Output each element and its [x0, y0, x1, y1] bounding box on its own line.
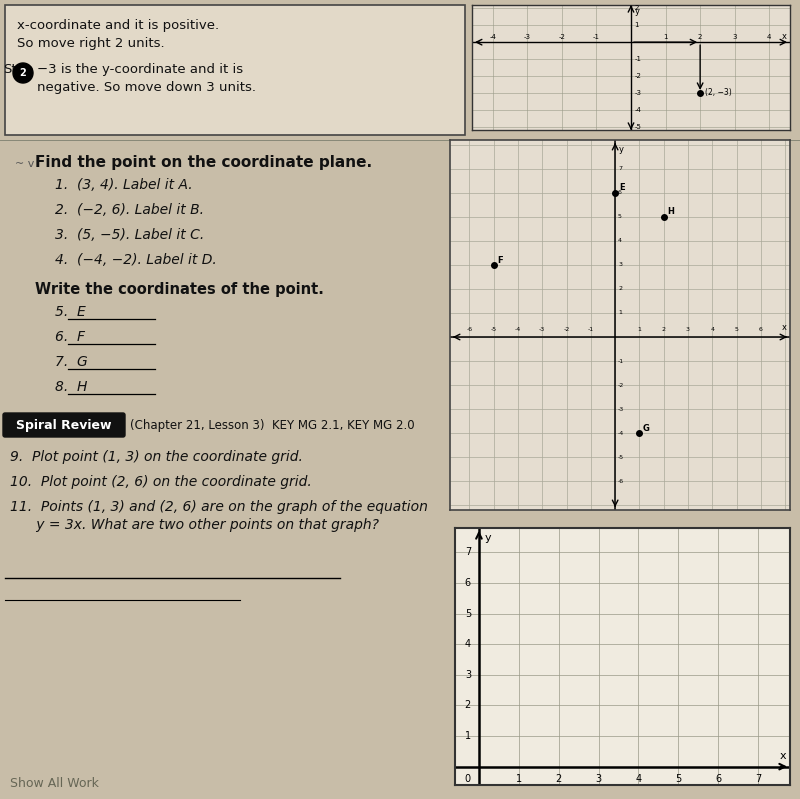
Text: 10.  Plot point (2, 6) on the coordinate grid.: 10. Plot point (2, 6) on the coordinate …: [10, 475, 312, 489]
Text: 2: 2: [465, 701, 471, 710]
Text: -4: -4: [490, 34, 496, 40]
Text: −3 is the y-coordinate and it is: −3 is the y-coordinate and it is: [37, 63, 243, 76]
Text: y: y: [485, 533, 491, 543]
Text: 3: 3: [595, 774, 602, 785]
Text: Show All Work: Show All Work: [10, 777, 99, 790]
Text: 4.  (−4, −2). Label it D.: 4. (−4, −2). Label it D.: [55, 253, 217, 267]
Circle shape: [13, 63, 33, 83]
Text: 9.  Plot point (1, 3) on the coordinate grid.: 9. Plot point (1, 3) on the coordinate g…: [10, 450, 303, 464]
Text: 3: 3: [618, 262, 622, 268]
Text: 1.  (3, 4). Label it A.: 1. (3, 4). Label it A.: [55, 178, 193, 192]
Text: negative. So move down 3 units.: negative. So move down 3 units.: [37, 81, 256, 94]
Text: x: x: [782, 32, 786, 41]
Text: 2: 2: [634, 6, 639, 11]
Text: 7: 7: [618, 166, 622, 171]
Text: ~ v: ~ v: [15, 159, 34, 169]
Text: G: G: [643, 423, 650, 433]
Text: 1: 1: [663, 34, 668, 40]
Text: 0: 0: [465, 774, 471, 785]
Text: 5.  E: 5. E: [55, 305, 86, 319]
Text: 6: 6: [618, 190, 622, 196]
Text: -1: -1: [618, 359, 624, 364]
Text: 6: 6: [715, 774, 722, 785]
Text: -2: -2: [563, 328, 570, 332]
Text: x-coordinate and it is positive.: x-coordinate and it is positive.: [17, 19, 219, 32]
Text: 5: 5: [465, 609, 471, 618]
Text: -6: -6: [466, 328, 473, 332]
Text: 2: 2: [618, 287, 622, 292]
Text: E: E: [618, 184, 625, 193]
Text: -3: -3: [618, 407, 624, 411]
Text: H: H: [667, 208, 674, 217]
Text: x: x: [779, 751, 786, 761]
Text: 7.  G: 7. G: [55, 355, 88, 369]
Text: 4: 4: [618, 238, 622, 244]
Text: -1: -1: [588, 328, 594, 332]
Text: 5: 5: [675, 774, 682, 785]
Text: 2: 2: [698, 34, 702, 40]
Text: 6.  F: 6. F: [55, 330, 85, 344]
Text: -2: -2: [618, 383, 624, 388]
Text: 4: 4: [710, 328, 714, 332]
Text: 5: 5: [734, 328, 738, 332]
Text: -3: -3: [634, 89, 642, 96]
Text: 2: 2: [555, 774, 562, 785]
Text: (2, −3): (2, −3): [706, 89, 732, 97]
Text: -1: -1: [634, 56, 642, 62]
Text: Find the point on the coordinate plane.: Find the point on the coordinate plane.: [35, 155, 372, 170]
Text: 5: 5: [618, 214, 622, 220]
Text: -3: -3: [524, 34, 531, 40]
FancyBboxPatch shape: [3, 413, 125, 437]
Text: 3: 3: [733, 34, 737, 40]
Text: 3: 3: [465, 670, 471, 680]
Text: 1: 1: [618, 311, 622, 316]
Text: 4: 4: [635, 774, 642, 785]
Text: (Chapter 21, Lesson 3)  KEY MG 2.1, KEY MG 2.0: (Chapter 21, Lesson 3) KEY MG 2.1, KEY M…: [130, 419, 414, 431]
Text: Write the coordinates of the point.: Write the coordinates of the point.: [35, 282, 324, 297]
Text: -2: -2: [634, 73, 642, 79]
Text: -5: -5: [490, 328, 497, 332]
Text: -4: -4: [618, 431, 624, 435]
Text: 7: 7: [465, 547, 471, 558]
Text: -5: -5: [634, 124, 642, 129]
Text: 2: 2: [20, 68, 26, 78]
Text: 2.  (−2, 6). Label it B.: 2. (−2, 6). Label it B.: [55, 203, 204, 217]
Text: 8.  H: 8. H: [55, 380, 87, 394]
Text: F: F: [498, 256, 503, 264]
Text: 4: 4: [767, 34, 771, 40]
Text: -3: -3: [539, 328, 546, 332]
Text: -6: -6: [618, 479, 624, 483]
Text: 6: 6: [759, 328, 762, 332]
Text: -4: -4: [634, 107, 642, 113]
Text: -5: -5: [618, 455, 624, 459]
Text: So move right 2 units.: So move right 2 units.: [17, 37, 165, 50]
Text: Step: Step: [3, 63, 34, 76]
Text: 2: 2: [662, 328, 666, 332]
FancyBboxPatch shape: [5, 5, 465, 135]
Text: 1: 1: [634, 22, 639, 28]
Text: y = 3x. What are two other points on that graph?: y = 3x. What are two other points on tha…: [10, 518, 379, 532]
Text: -1: -1: [593, 34, 600, 40]
Text: -2: -2: [558, 34, 566, 40]
Text: Spiral Review: Spiral Review: [16, 419, 112, 431]
Text: x: x: [782, 323, 786, 332]
Text: 1: 1: [465, 731, 471, 741]
Text: 3.  (5, −5). Label it C.: 3. (5, −5). Label it C.: [55, 228, 204, 242]
Text: -4: -4: [515, 328, 521, 332]
Text: 4: 4: [465, 639, 471, 650]
Text: 1: 1: [638, 328, 642, 332]
Text: 1: 1: [516, 774, 522, 785]
Text: 7: 7: [755, 774, 762, 785]
Text: y: y: [635, 6, 640, 16]
Text: 6: 6: [465, 578, 471, 588]
Text: 3: 3: [686, 328, 690, 332]
Text: 11.  Points (1, 3) and (2, 6) are on the graph of the equation: 11. Points (1, 3) and (2, 6) are on the …: [10, 500, 428, 514]
Text: y: y: [618, 145, 624, 153]
